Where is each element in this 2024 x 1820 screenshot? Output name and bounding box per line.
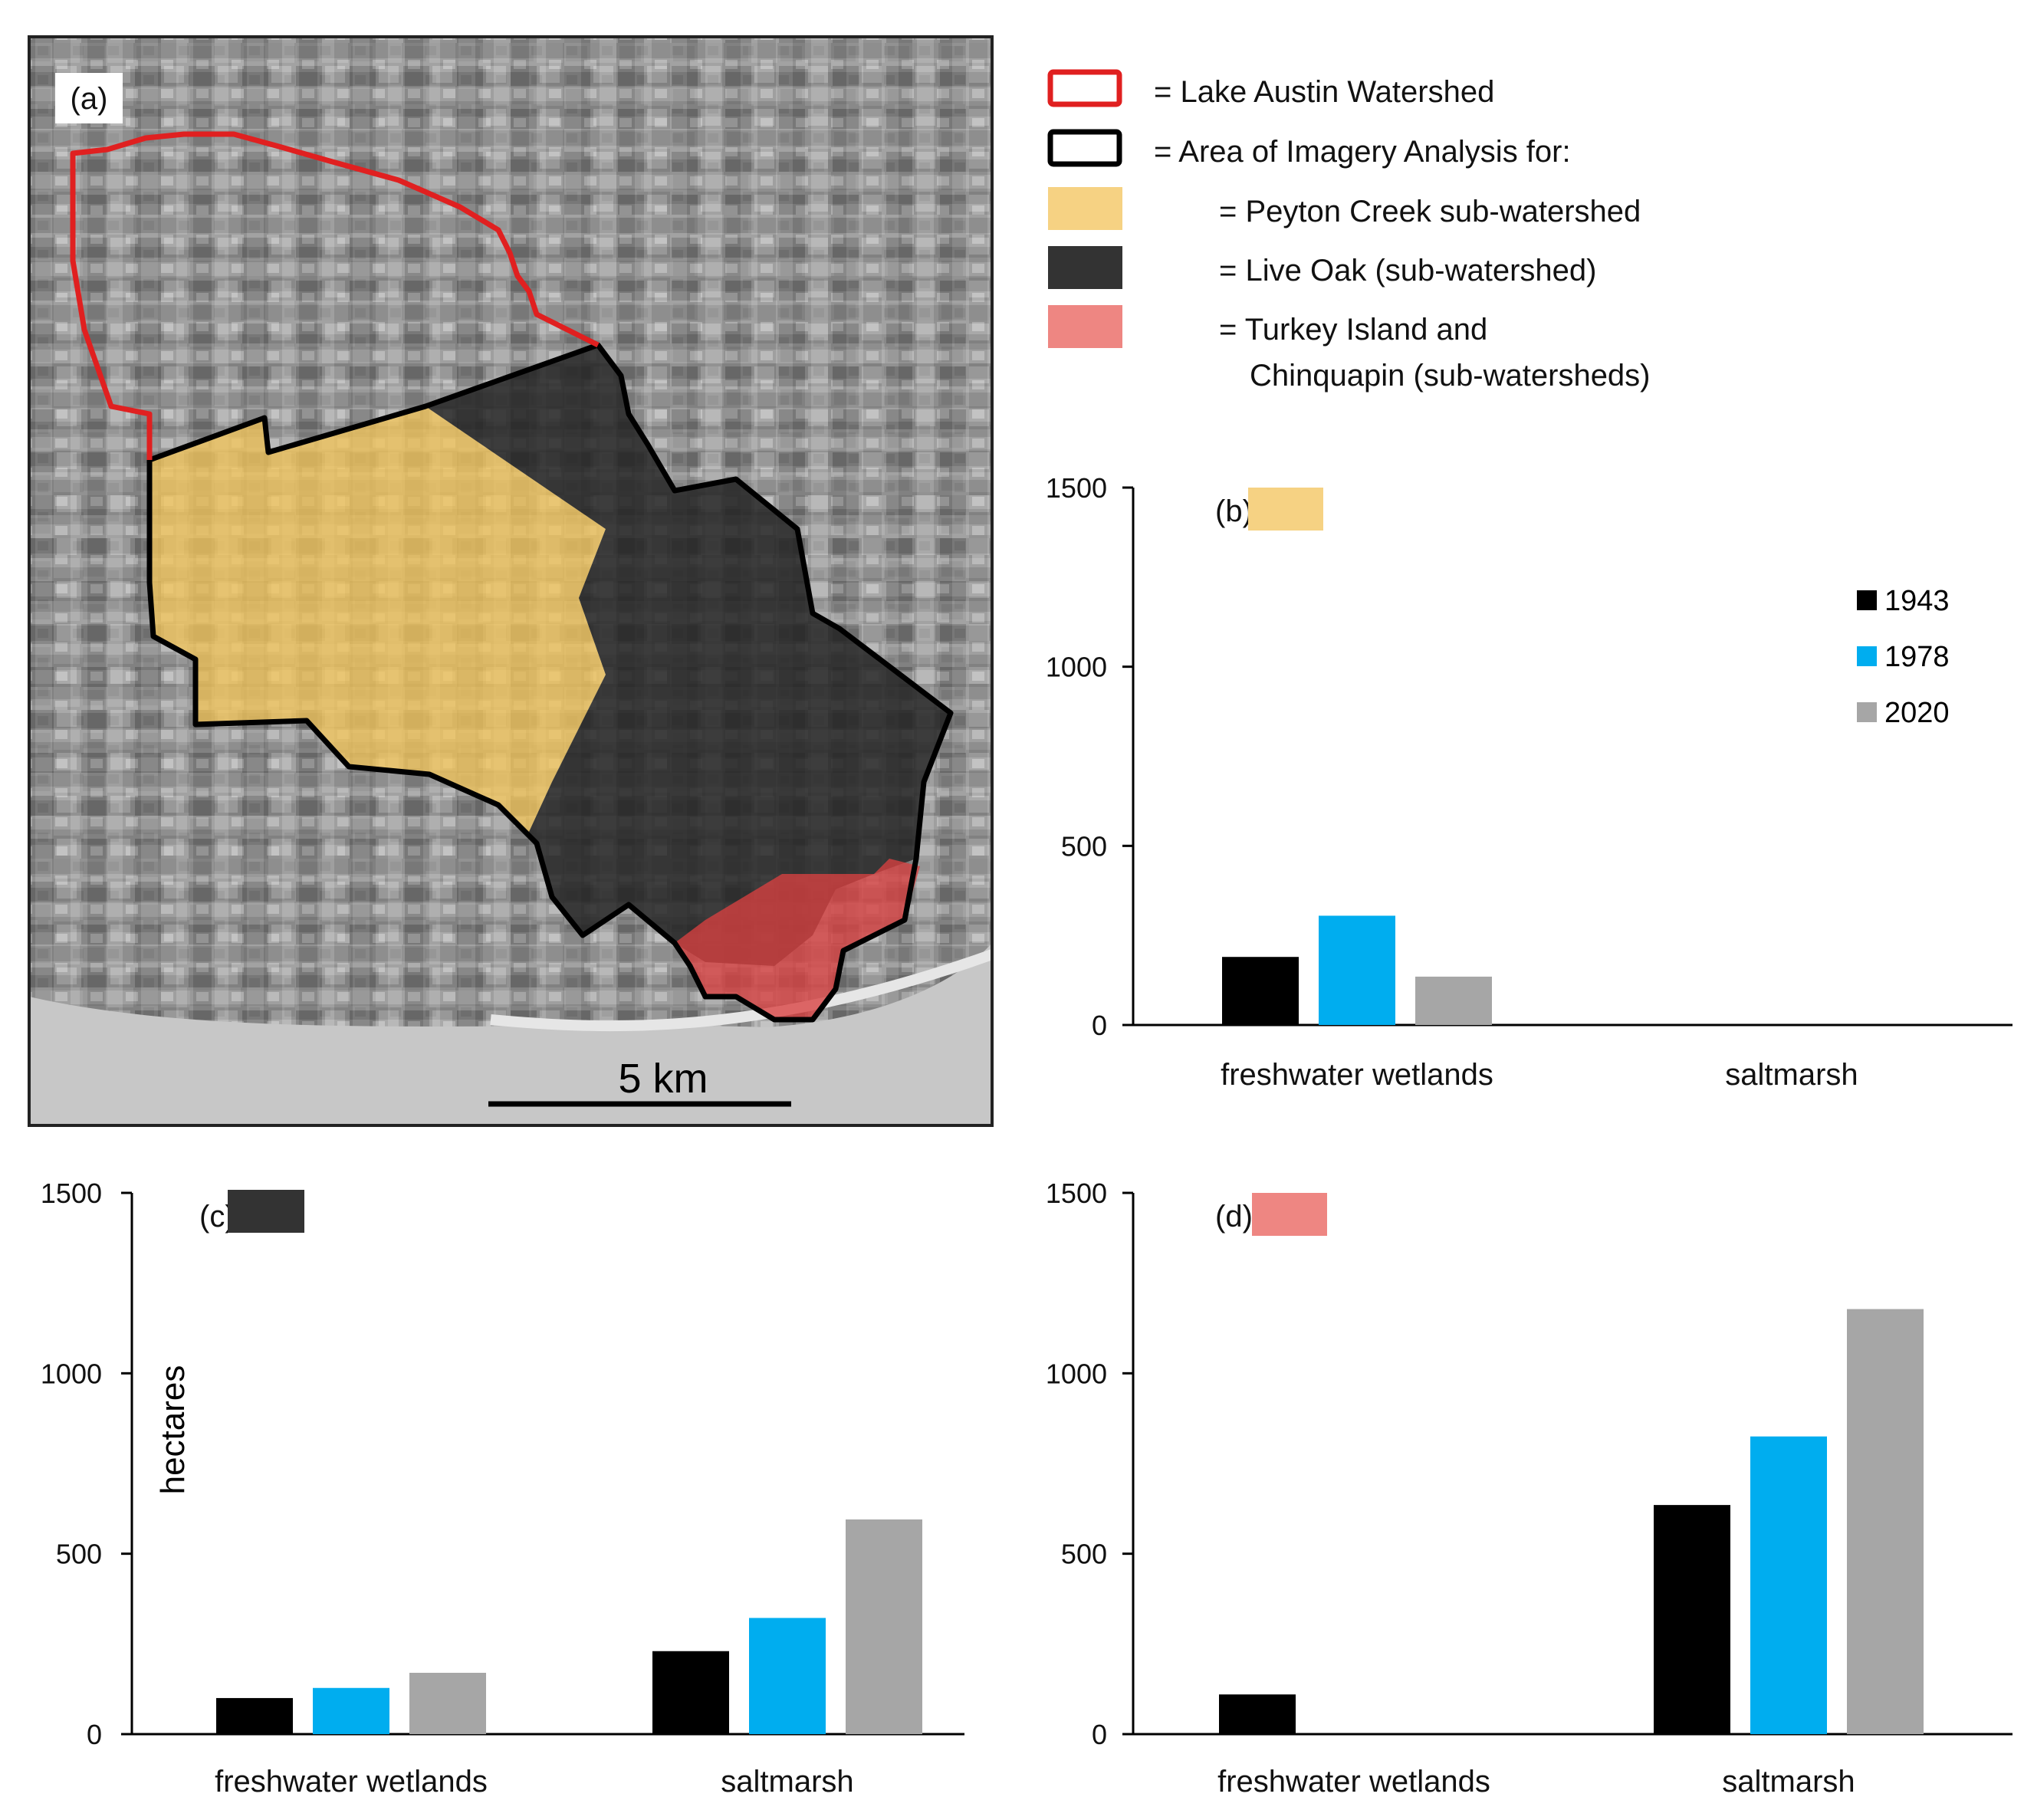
panel-d-label: (d) <box>1215 1200 1253 1234</box>
legend-swatch-1978 <box>1857 646 1877 666</box>
imagery-analysis-outline <box>146 342 954 1023</box>
map-frame <box>28 35 994 1127</box>
category-label: freshwater wetlands <box>1217 1765 1490 1799</box>
bar-c-saltmarsh-1978 <box>749 1618 826 1734</box>
y-tick-label: 1000 <box>1046 652 1107 683</box>
category-label: freshwater wetlands <box>1221 1058 1493 1092</box>
chart-d: 0 500 1000 1500 freshwater wetlands saltmarsh… <box>1046 1178 2013 1799</box>
turkey-island-area <box>675 859 920 1020</box>
legend-text-3: = Live Oak (sub-watershed) <box>1219 254 1596 287</box>
y-tick-label: 1000 <box>1046 1358 1107 1389</box>
bar-d-freshwater-wetlands-1943 <box>1219 1694 1296 1734</box>
y-tick-label: 1000 <box>41 1358 102 1389</box>
map-legend: = Lake Austin Watershed = Area of Imagery… <box>1047 69 1651 393</box>
y-axis-label: hectares <box>154 1365 192 1495</box>
y-tick-label: 1500 <box>41 1178 102 1209</box>
bar-d-saltmarsh-1978 <box>1750 1436 1827 1734</box>
category-label: freshwater wetlands <box>215 1765 488 1799</box>
panel-c-swatch <box>228 1190 304 1233</box>
legend-text-0: = Lake Austin Watershed <box>1154 75 1494 109</box>
scale-label: 5 km <box>618 1056 708 1102</box>
y-tick-label: 500 <box>1061 830 1107 862</box>
category-label: saltmarsh <box>1725 1058 1858 1092</box>
lake-austin-swatch <box>1047 69 1122 107</box>
y-tick-label: 0 <box>1092 1010 1107 1041</box>
y-tick-label: 1500 <box>1046 472 1107 504</box>
legend-label-1978: 1978 <box>1884 641 1950 673</box>
legend-text-2: = Peyton Creek sub-watershed <box>1219 195 1641 228</box>
panel-b-label: (b) <box>1215 494 1253 528</box>
chart-b: 0 500 1000 1500 freshwater wetlands saltmarsh… <box>1046 472 2013 1092</box>
legend-label-1943: 1943 <box>1884 585 1950 617</box>
live-oak-area <box>426 345 951 966</box>
bar-c-saltmarsh-2020 <box>846 1519 922 1734</box>
chart-c: 0 500 1000 1500 freshwater wetlands saltmarsh… <box>41 1178 964 1799</box>
legend-label-2020: 2020 <box>1884 697 1950 729</box>
panel-a-label: (a) <box>71 82 108 116</box>
bar-b-freshwater-wetlands-2020 <box>1415 976 1492 1025</box>
category-label: saltmarsh <box>1722 1765 1855 1799</box>
bar-c-freshwater-wetlands-2020 <box>409 1672 486 1734</box>
panel-a-label-box <box>55 73 123 123</box>
bar-b-freshwater-wetlands-1943 <box>1222 957 1299 1025</box>
bar-d-saltmarsh-2020 <box>1847 1309 1924 1734</box>
bar-d-saltmarsh-1943 <box>1654 1505 1730 1734</box>
y-tick-label: 500 <box>56 1539 102 1570</box>
y-tick-label: 0 <box>1092 1719 1107 1750</box>
panel-b-swatch <box>1248 488 1323 531</box>
panel-d-swatch <box>1252 1193 1327 1236</box>
y-tick-label: 1500 <box>1046 1178 1107 1209</box>
live-oak-swatch <box>1048 246 1122 289</box>
legend-swatch-1943 <box>1857 590 1877 610</box>
bar-b-freshwater-wetlands-1978 <box>1319 915 1395 1025</box>
bar-c-saltmarsh-1943 <box>652 1651 729 1734</box>
legend-swatch-2020 <box>1857 702 1877 722</box>
coastal-water <box>29 943 992 1125</box>
peyton-swatch <box>1048 187 1122 230</box>
legend-text-1: = Area of Imagery Analysis for: <box>1154 135 1571 169</box>
y-tick-label: 500 <box>1061 1539 1107 1570</box>
imagery-area-swatch <box>1047 129 1122 167</box>
legend-text-5: Chinquapin (sub-watersheds) <box>1250 359 1651 393</box>
bar-c-freshwater-wetlands-1943 <box>216 1697 293 1734</box>
legend-text-4: = Turkey Island and <box>1219 313 1487 347</box>
category-label: saltmarsh <box>721 1765 853 1799</box>
peyton-creek-area <box>150 406 606 832</box>
panel-a-map: (a) 5 km <box>29 37 992 1125</box>
turkey-swatch <box>1048 305 1122 348</box>
bar-c-freshwater-wetlands-1978 <box>313 1687 389 1734</box>
lake-austin-watershed-outline <box>70 131 600 460</box>
y-tick-label: 0 <box>87 1719 102 1750</box>
shoreline <box>490 949 992 1032</box>
